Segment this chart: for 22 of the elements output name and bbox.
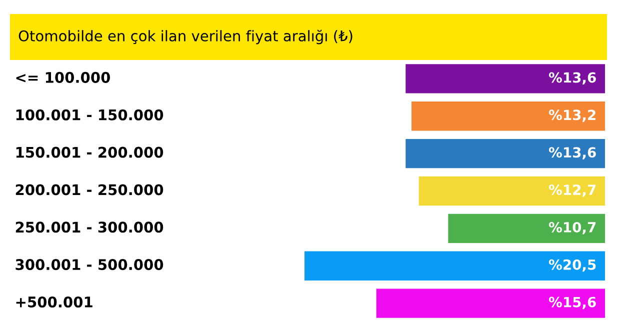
data-label: %10,7: [548, 222, 596, 234]
y-tick-label: 150.001 - 200.000: [16, 146, 164, 158]
y-tick-label: 200.001 - 250.000: [16, 184, 164, 196]
bar: [304, 251, 605, 280]
y-tick-label: 300.001 - 500.000: [16, 259, 164, 270]
bar: [406, 64, 605, 94]
text: Otomobilde en çok ilan verilen fiyat aralığı (₺): [18, 30, 352, 44]
data-label: %13,6: [548, 147, 596, 160]
bar: [448, 214, 605, 244]
bar: [406, 138, 605, 168]
y-tick-label: <= 100.000: [16, 72, 110, 83]
data-label: %13,2: [548, 110, 596, 122]
bar: [412, 102, 605, 131]
y-tick-label: 250.001 - 300.000: [16, 222, 164, 233]
data-label: %13,6: [548, 72, 596, 85]
data-label: %12,7: [548, 184, 596, 197]
bar: [418, 176, 605, 206]
y-tick-label: 100.001 - 150.000: [16, 109, 164, 120]
data-label: %20,5: [548, 259, 596, 272]
data-label: %15,6: [548, 296, 596, 310]
y-tick-label: +500.001: [16, 296, 92, 308]
bar: [376, 288, 605, 318]
